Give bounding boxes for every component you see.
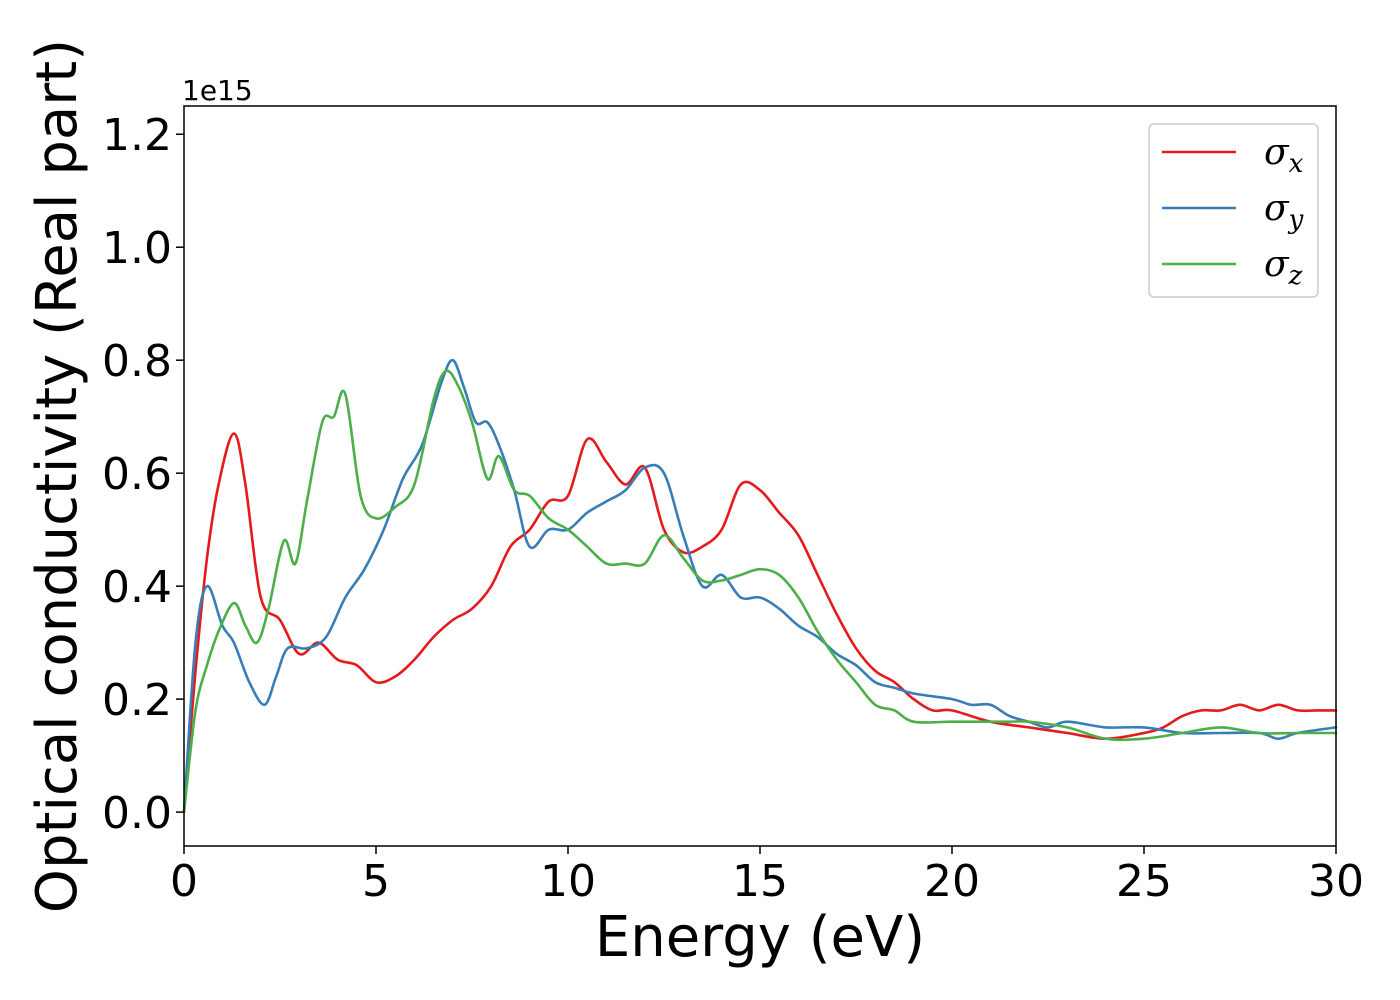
x-axis-ticks: 0 5 10 15 20 25 30 [170, 846, 1364, 907]
x-tick-label: 10 [540, 856, 596, 907]
y-tick-label: 0.2 [102, 675, 172, 726]
x-tick-label: 30 [1308, 856, 1364, 907]
y-tick-label: 0.4 [102, 562, 172, 613]
y-tick-label: 0.6 [102, 449, 172, 500]
y-axis-ticks: 0.0 0.2 0.4 0.6 0.8 1.0 1.2 [102, 110, 184, 839]
y-axis-label: Optical conductivity (Real part) [25, 39, 90, 913]
y-axis-offset-label: 1e15 [182, 74, 253, 107]
x-tick-label: 0 [170, 856, 198, 907]
x-tick-label: 25 [1116, 856, 1172, 907]
y-tick-label: 1.0 [102, 223, 172, 274]
x-tick-label: 15 [732, 856, 788, 907]
legend-box [1148, 123, 1319, 298]
y-tick-label: 1.2 [102, 110, 172, 161]
x-axis-label: Energy (eV) [595, 905, 925, 970]
y-tick-label: 0.0 [102, 788, 172, 839]
series-line-z [182, 369, 1338, 814]
x-tick-label: 20 [924, 856, 980, 907]
series-layer [182, 358, 1338, 814]
x-tick-label: 5 [362, 856, 390, 907]
y-tick-label: 0.8 [102, 336, 172, 387]
